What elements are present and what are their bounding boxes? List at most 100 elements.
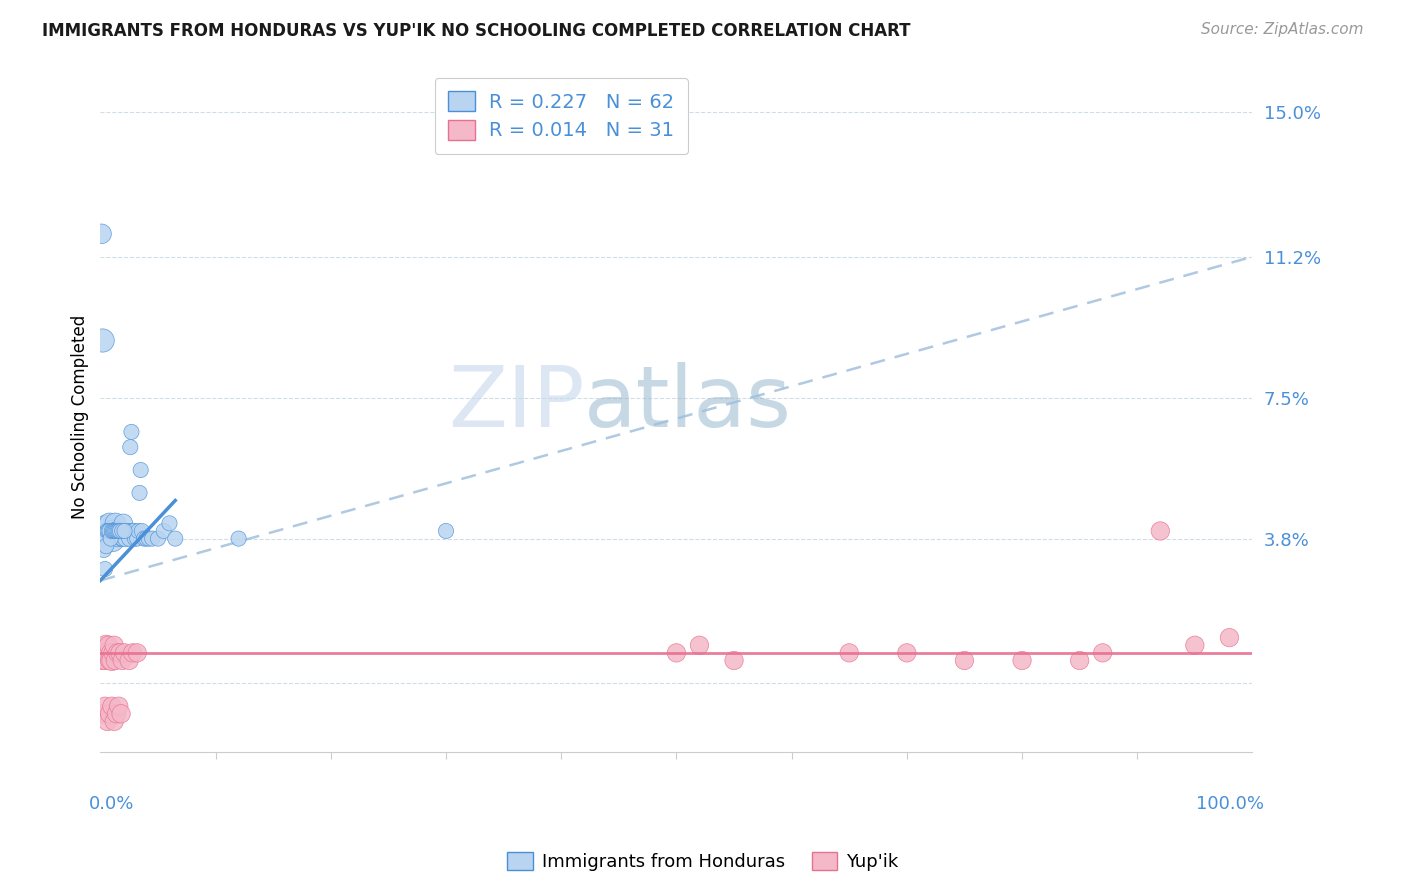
Point bbox=[103, 524, 125, 538]
Point bbox=[115, 524, 138, 538]
Text: atlas: atlas bbox=[585, 362, 792, 445]
Point bbox=[141, 532, 163, 546]
Point bbox=[953, 653, 976, 667]
Point bbox=[94, 516, 117, 531]
Point bbox=[104, 516, 127, 531]
Point bbox=[111, 532, 134, 546]
Point bbox=[91, 653, 114, 667]
Point bbox=[98, 516, 121, 531]
Point bbox=[120, 425, 142, 439]
Point bbox=[1069, 653, 1091, 667]
Point bbox=[723, 653, 745, 667]
Point bbox=[90, 532, 112, 546]
Point bbox=[100, 646, 122, 660]
Y-axis label: No Schooling Completed: No Schooling Completed bbox=[72, 315, 89, 519]
Text: 100.0%: 100.0% bbox=[1197, 796, 1264, 814]
Point bbox=[114, 524, 136, 538]
Point bbox=[1184, 638, 1206, 652]
Point bbox=[100, 532, 122, 546]
Point bbox=[97, 524, 120, 538]
Point bbox=[101, 532, 124, 546]
Point bbox=[107, 524, 129, 538]
Point bbox=[105, 524, 128, 538]
Point bbox=[96, 524, 118, 538]
Point bbox=[107, 524, 129, 538]
Point bbox=[97, 524, 120, 538]
Text: 0.0%: 0.0% bbox=[89, 796, 134, 814]
Point bbox=[91, 706, 114, 721]
Point bbox=[101, 524, 124, 538]
Point bbox=[111, 524, 134, 538]
Point bbox=[108, 524, 131, 538]
Point bbox=[896, 646, 918, 660]
Point bbox=[93, 532, 115, 546]
Point bbox=[124, 532, 146, 546]
Point bbox=[107, 532, 129, 546]
Point bbox=[100, 532, 122, 546]
Point bbox=[101, 646, 124, 660]
Point bbox=[103, 524, 125, 538]
Point bbox=[434, 524, 457, 538]
Point bbox=[121, 524, 143, 538]
Legend: Immigrants from Honduras, Yup'ik: Immigrants from Honduras, Yup'ik bbox=[501, 845, 905, 879]
Point bbox=[98, 524, 121, 538]
Point bbox=[122, 524, 145, 538]
Point bbox=[108, 524, 131, 538]
Point bbox=[117, 524, 139, 538]
Point bbox=[114, 524, 136, 538]
Legend: R = 0.227   N = 62, R = 0.014   N = 31: R = 0.227 N = 62, R = 0.014 N = 31 bbox=[434, 78, 688, 153]
Point bbox=[688, 638, 710, 652]
Point bbox=[105, 706, 128, 721]
Point bbox=[94, 653, 117, 667]
Point bbox=[104, 524, 127, 538]
Point bbox=[152, 524, 174, 538]
Point bbox=[146, 532, 169, 546]
Point bbox=[101, 524, 124, 538]
Point bbox=[96, 714, 118, 729]
Point bbox=[101, 524, 124, 538]
Point bbox=[118, 532, 141, 546]
Point bbox=[1149, 524, 1171, 538]
Point bbox=[114, 532, 136, 546]
Point bbox=[98, 653, 121, 667]
Point bbox=[111, 653, 134, 667]
Point bbox=[1218, 631, 1240, 645]
Point bbox=[108, 646, 131, 660]
Point bbox=[94, 699, 117, 714]
Point bbox=[97, 638, 120, 652]
Point bbox=[90, 227, 112, 241]
Point bbox=[128, 486, 150, 500]
Point bbox=[1011, 653, 1033, 667]
Text: IMMIGRANTS FROM HONDURAS VS YUP'IK NO SCHOOLING COMPLETED CORRELATION CHART: IMMIGRANTS FROM HONDURAS VS YUP'IK NO SC… bbox=[42, 22, 911, 40]
Point bbox=[228, 532, 250, 546]
Point bbox=[134, 532, 156, 546]
Point bbox=[96, 646, 118, 660]
Point bbox=[110, 706, 132, 721]
Point bbox=[94, 638, 117, 652]
Point bbox=[98, 706, 121, 721]
Point bbox=[112, 516, 135, 531]
Point bbox=[104, 653, 127, 667]
Point bbox=[103, 638, 125, 652]
Point bbox=[110, 532, 132, 546]
Point bbox=[165, 532, 187, 546]
Text: Source: ZipAtlas.com: Source: ZipAtlas.com bbox=[1201, 22, 1364, 37]
Point bbox=[93, 646, 115, 660]
Point bbox=[93, 543, 115, 558]
Point bbox=[91, 532, 114, 546]
Point bbox=[129, 463, 152, 477]
Point bbox=[665, 646, 688, 660]
Point bbox=[91, 334, 114, 348]
Point bbox=[120, 440, 142, 454]
Point bbox=[1091, 646, 1114, 660]
Point bbox=[114, 646, 136, 660]
Point bbox=[101, 699, 124, 714]
Point bbox=[107, 699, 129, 714]
Point bbox=[159, 516, 181, 531]
Point bbox=[103, 714, 125, 729]
Point bbox=[107, 646, 129, 660]
Point bbox=[107, 524, 129, 538]
Point bbox=[121, 646, 143, 660]
Point bbox=[94, 532, 117, 546]
Point bbox=[131, 524, 153, 538]
